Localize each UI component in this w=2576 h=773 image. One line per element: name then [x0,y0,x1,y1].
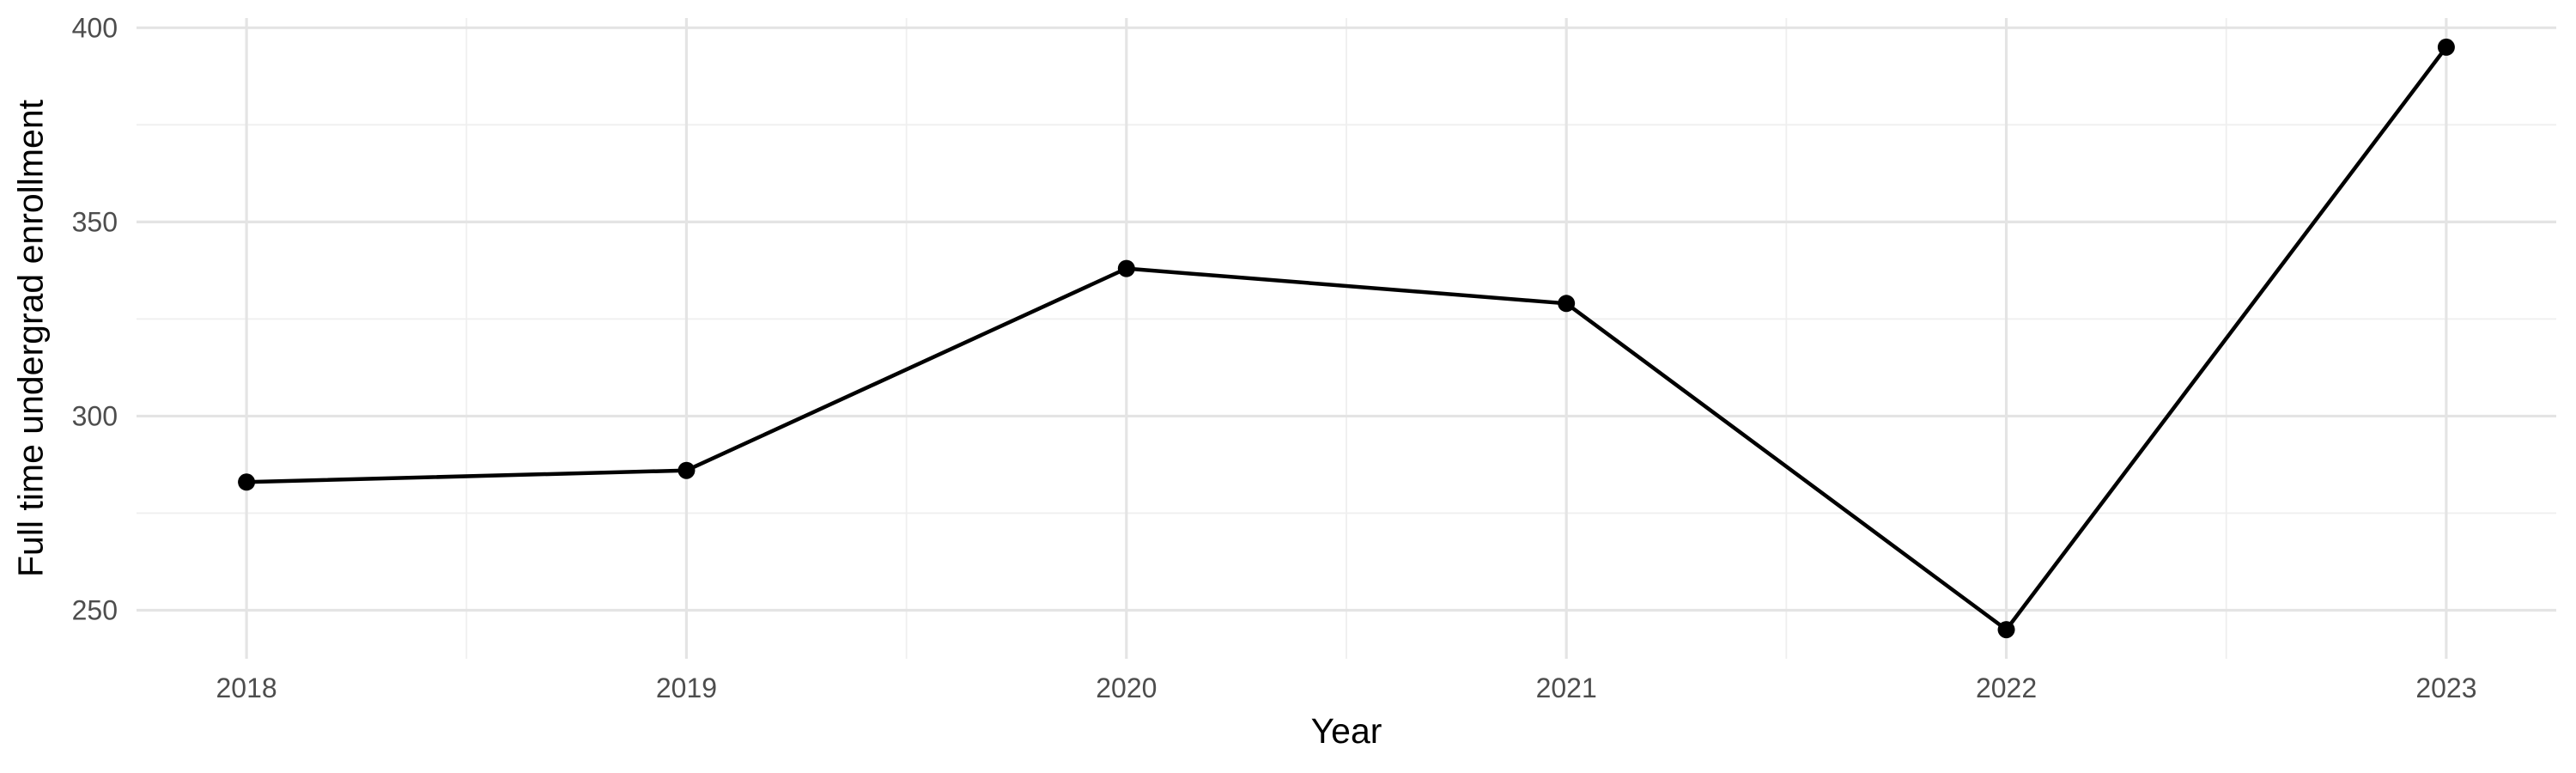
y-tick-label: 300 [72,400,118,431]
y-tick-label: 250 [72,594,118,625]
y-tick-label: 400 [72,12,118,43]
data-point-2021 [1558,295,1576,313]
data-point-2019 [677,461,696,479]
data-point-2020 [1117,259,1135,277]
y-axis-title: Full time undergrad enrollment [10,99,51,578]
x-tick-label: 2018 [216,673,276,703]
x-tick-label: 2021 [1536,673,1597,703]
x-tick-label: 2019 [656,673,717,703]
x-tick-label: 2020 [1096,673,1157,703]
x-axis-title: Year [1310,711,1382,751]
x-tick-label: 2023 [2415,673,2476,703]
data-point-2022 [1997,621,2015,639]
x-tick-label: 2022 [1976,673,2037,703]
enrollment-series-line [246,46,2448,632]
data-point-2023 [2437,38,2455,56]
data-point-2018 [238,473,256,491]
y-tick-label: 350 [72,206,118,237]
